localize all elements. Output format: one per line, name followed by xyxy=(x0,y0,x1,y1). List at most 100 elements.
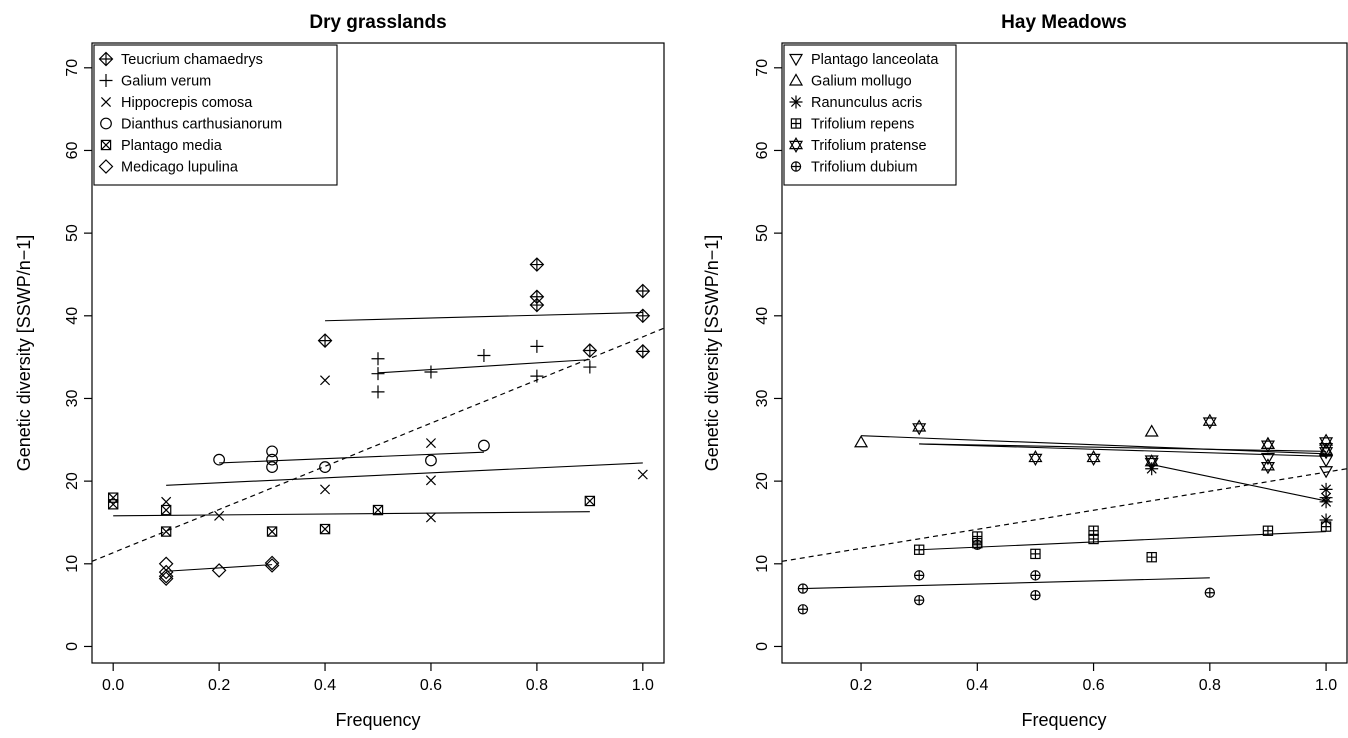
left-fit-line-dianthus-carthusianorum xyxy=(219,451,484,464)
right-x-tick-label: 1.0 xyxy=(1315,677,1337,694)
right-point-trifolium-dubium xyxy=(1030,590,1041,601)
right-x-tick-label: 0.6 xyxy=(1082,677,1104,694)
left-point-medicago-lupulina xyxy=(264,555,280,571)
left-point-plantago-media xyxy=(372,504,384,516)
left-series-hippocrepis-comosa xyxy=(161,375,648,523)
left-point-hippocrepis-comosa xyxy=(637,469,648,480)
left-legend-label-hippocrepis-comosa: Hippocrepis comosa xyxy=(121,95,253,111)
left-point-teucrium-chamaedrys xyxy=(582,343,598,358)
left-point-dianthus-carthusianorum xyxy=(478,439,490,452)
left-point-teucrium-chamaedrys xyxy=(635,308,651,324)
left-point-dianthus-carthusianorum xyxy=(266,453,278,466)
left-point-teucrium-chamaedrys xyxy=(635,283,651,299)
left-point-galium-verum xyxy=(371,367,385,381)
right-point-trifolium-repens xyxy=(1262,525,1274,536)
right-point-plantago-lanceolata xyxy=(1319,455,1334,468)
right-x-tick-label: 0.2 xyxy=(850,677,872,694)
left-y-tick-label: 20 xyxy=(64,472,81,490)
right-point-ranunculus-acris xyxy=(1319,482,1333,496)
right-point-galium-mollugo xyxy=(1144,424,1159,437)
left-point-teucrium-chamaedrys xyxy=(529,257,545,272)
right-y-axis: 0 10 20 30 40 50 60 70 xyxy=(754,59,782,651)
left-legend-label-dianthus-carthusianorum: Dianthus carthusianorum xyxy=(121,117,282,133)
left-fit-line-galium-verum xyxy=(377,359,590,374)
right-point-trifolium-pratense xyxy=(1028,449,1043,466)
left-x-tick-label: 0.6 xyxy=(420,677,442,694)
right-y-tick-label: 60 xyxy=(754,141,771,159)
right-legend-marker-ranunculus-acris xyxy=(789,95,803,109)
right-legend-marker-plantago-lanceolata xyxy=(788,53,804,67)
right-series-trifolium-repens xyxy=(913,521,1332,563)
right-legend-box xyxy=(783,44,957,186)
left-y-tick-label: 70 xyxy=(64,59,81,77)
left-point-dianthus-carthusianorum xyxy=(266,461,278,473)
left-legend-label-plantago-media: Plantago media xyxy=(121,138,223,154)
left-point-medicago-lupulina xyxy=(211,563,227,578)
left-point-teucrium-chamaedrys xyxy=(635,343,651,359)
left-point-dianthus-carthusianorum xyxy=(425,454,437,467)
right-overall-fit-line xyxy=(781,468,1348,562)
right-point-trifolium-dubium xyxy=(972,539,983,550)
right-chart-title: Hay Meadows xyxy=(1001,12,1127,33)
left-chart-title: Dry grasslands xyxy=(309,12,446,33)
left-point-galium-verum xyxy=(530,369,544,383)
left-point-galium-verum xyxy=(424,365,438,379)
right-point-trifolium-dubium xyxy=(913,594,925,606)
right-y-tick-label: 10 xyxy=(754,555,771,573)
left-fit-line-teucrium-chamaedrys xyxy=(325,311,643,322)
left-point-dianthus-carthusianorum xyxy=(266,445,278,458)
right-series-trifolium-pratense xyxy=(912,413,1334,475)
right-y-tick-label: 0 xyxy=(754,642,771,651)
left-series-teucrium-chamaedrys xyxy=(317,257,651,359)
left-point-hippocrepis-comosa xyxy=(161,496,172,507)
right-legend-label-trifolium-repens: Trifolium repens xyxy=(811,117,914,133)
right-fit-line-ranunculus-acris xyxy=(1151,464,1327,502)
right-fit-line-trifolium-repens xyxy=(919,531,1327,551)
left-point-medicago-lupulina xyxy=(158,556,174,572)
left-point-medicago-lupulina xyxy=(158,564,174,580)
right-legend-item-trifolium-dubium: Trifolium dubium xyxy=(790,160,918,176)
right-point-trifolium-pratense xyxy=(1086,449,1101,466)
right-point-trifolium-pratense xyxy=(1202,413,1217,430)
left-series-medicago-lupulina xyxy=(158,555,280,587)
right-point-trifolium-dubium xyxy=(913,570,925,581)
left-legend: Teucrium chamaedrys Galium verum Hippocrep… xyxy=(93,44,338,186)
right-point-ranunculus-acris xyxy=(1319,495,1333,509)
right-y-axis-label: Genetic diversity [SSWP/n−1] xyxy=(702,235,722,472)
left-y-tick-label: 40 xyxy=(64,307,81,325)
right-point-trifolium-pratense xyxy=(912,419,927,436)
left-legend-marker-hippocrepis-comosa xyxy=(100,96,112,108)
right-point-trifolium-pratense xyxy=(1319,443,1334,460)
left-y-tick-label: 30 xyxy=(64,389,81,407)
left-x-axis: 0.0 0.2 0.4 0.6 0.8 1.0 xyxy=(102,663,654,694)
left-point-plantago-media xyxy=(160,504,172,516)
left-point-hippocrepis-comosa xyxy=(425,438,436,449)
right-point-trifolium-repens xyxy=(1088,533,1099,545)
left-series-plantago-media xyxy=(107,492,596,537)
right-point-trifolium-dubium xyxy=(1204,587,1216,598)
left-legend-item-medicago-lupulina: Medicago lupulina xyxy=(98,159,239,176)
right-x-axis-label: Frequency xyxy=(1021,710,1106,730)
right-y-tick-label: 40 xyxy=(754,307,771,325)
left-point-galium-verum xyxy=(477,348,491,362)
right-point-trifolium-dubium xyxy=(797,583,809,594)
right-point-galium-mollugo xyxy=(854,435,869,448)
left-point-plantago-media xyxy=(160,526,172,537)
left-y-tick-label: 50 xyxy=(64,224,81,242)
left-overall-fit-line xyxy=(91,327,665,562)
left-legend-marker-teucrium-chamaedrys xyxy=(98,51,114,67)
right-legend-label-ranunculus-acris: Ranunculus acris xyxy=(811,95,922,111)
left-point-teucrium-chamaedrys xyxy=(317,333,333,348)
left-point-galium-verum xyxy=(371,352,385,366)
right-y-tick-label: 70 xyxy=(754,59,771,77)
right-point-trifolium-repens xyxy=(913,544,925,555)
left-legend-marker-dianthus-carthusianorum xyxy=(100,117,112,130)
left-point-plantago-media xyxy=(266,526,278,537)
left-point-hippocrepis-comosa xyxy=(214,510,225,521)
right-x-tick-label: 0.8 xyxy=(1199,677,1221,694)
left-y-tick-label: 10 xyxy=(64,555,81,573)
right-plot-frame xyxy=(781,42,1348,664)
right-point-trifolium-pratense xyxy=(1144,454,1159,471)
left-x-tick-label: 0.4 xyxy=(314,677,336,694)
